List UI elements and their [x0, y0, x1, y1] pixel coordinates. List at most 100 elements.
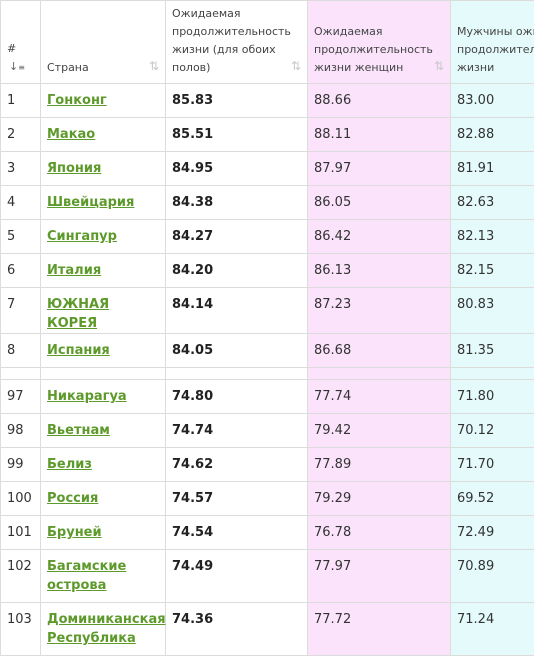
- female-value: 77.74: [308, 380, 451, 414]
- row-number: 4: [1, 186, 41, 220]
- header-female-label: Ожидаемая продолжительность жизни женщин: [314, 25, 433, 74]
- female-value: 77.72: [308, 603, 451, 656]
- country-link[interactable]: Гонконг: [47, 93, 107, 108]
- both-value: 74.54: [166, 516, 308, 550]
- country-link[interactable]: Япония: [47, 161, 101, 176]
- country-cell: Макао: [41, 118, 166, 152]
- country-link[interactable]: Сингапур: [47, 229, 117, 244]
- sort-numeric-icon[interactable]: ↓≡: [9, 60, 25, 73]
- header-both[interactable]: Ожидаемая продолжительность жизни (для о…: [166, 1, 308, 84]
- male-value: 82.15: [451, 254, 534, 288]
- both-value: 84.95: [166, 152, 308, 186]
- country-link[interactable]: ЮЖНАЯ КОРЕЯ: [47, 297, 109, 331]
- header-both-label: Ожидаемая продолжительность жизни (для о…: [172, 7, 291, 74]
- female-value: 87.97: [308, 152, 451, 186]
- country-cell: Сингапур: [41, 220, 166, 254]
- header-num-label: #: [7, 42, 16, 55]
- country-link[interactable]: Италия: [47, 263, 101, 278]
- country-link[interactable]: Испания: [47, 343, 110, 358]
- header-male[interactable]: Мужчины ожидаемая продолжительность жизн…: [451, 1, 534, 84]
- row-number: 102: [1, 550, 41, 603]
- female-value: 86.68: [308, 334, 451, 368]
- country-cell: Доминиканская Республика: [41, 603, 166, 656]
- row-number: 5: [1, 220, 41, 254]
- female-value: 86.42: [308, 220, 451, 254]
- table-header-row: # ↓≡ Страна ⇅ Ожидаемая продолжительност…: [1, 1, 534, 84]
- row-number: 6: [1, 254, 41, 288]
- gap-cell: [308, 368, 451, 380]
- female-value: 77.97: [308, 550, 451, 603]
- male-value: 82.63: [451, 186, 534, 220]
- header-country[interactable]: Страна ⇅: [41, 1, 166, 84]
- male-value: 81.91: [451, 152, 534, 186]
- country-link[interactable]: Вьетнам: [47, 423, 110, 438]
- both-value: 74.62: [166, 448, 308, 482]
- country-cell: Япония: [41, 152, 166, 186]
- row-number: 101: [1, 516, 41, 550]
- header-country-label: Страна: [47, 61, 89, 74]
- sort-icon[interactable]: ⇅: [149, 57, 159, 75]
- row-number: 2: [1, 118, 41, 152]
- country-cell: Гонконг: [41, 84, 166, 118]
- country-link[interactable]: Доминиканская Республика: [47, 612, 166, 646]
- country-cell: ЮЖНАЯ КОРЕЯ: [41, 288, 166, 334]
- country-cell: Швейцария: [41, 186, 166, 220]
- country-link[interactable]: Швейцария: [47, 195, 134, 210]
- header-male-label: Мужчины ожидаемая продолжительность жизн…: [457, 23, 534, 77]
- row-number: 99: [1, 448, 41, 482]
- row-number: 7: [1, 288, 41, 334]
- both-value: 74.74: [166, 414, 308, 448]
- country-cell: Россия: [41, 482, 166, 516]
- both-value: 74.80: [166, 380, 308, 414]
- male-value: 83.00: [451, 84, 534, 118]
- both-value: 84.38: [166, 186, 308, 220]
- male-value: 70.89: [451, 550, 534, 603]
- male-value: 82.13: [451, 220, 534, 254]
- both-value: 84.27: [166, 220, 308, 254]
- country-link[interactable]: Бруней: [47, 525, 102, 540]
- both-value: 74.49: [166, 550, 308, 603]
- row-number: 8: [1, 334, 41, 368]
- sort-icon[interactable]: ⇅: [291, 57, 301, 75]
- row-number: 98: [1, 414, 41, 448]
- country-link[interactable]: Никарагуа: [47, 389, 127, 404]
- male-value: 69.52: [451, 482, 534, 516]
- gap-cell: [166, 368, 308, 380]
- both-value: 85.83: [166, 84, 308, 118]
- both-value: 84.14: [166, 288, 308, 334]
- country-link[interactable]: Россия: [47, 491, 98, 506]
- male-value: 71.70: [451, 448, 534, 482]
- male-value: 80.83: [451, 288, 534, 334]
- both-value: 74.36: [166, 603, 308, 656]
- sort-icon[interactable]: ⇅: [434, 57, 444, 75]
- male-value: 81.35: [451, 334, 534, 368]
- country-link[interactable]: Багамские острова: [47, 559, 126, 593]
- male-value: 71.80: [451, 380, 534, 414]
- country-cell: Белиз: [41, 448, 166, 482]
- table-gap-row: [1, 368, 534, 380]
- both-value: 84.05: [166, 334, 308, 368]
- female-value: 86.05: [308, 186, 451, 220]
- header-female[interactable]: Ожидаемая продолжительность жизни женщин…: [308, 1, 451, 84]
- country-cell: Италия: [41, 254, 166, 288]
- country-link[interactable]: Белиз: [47, 457, 92, 472]
- country-cell: Никарагуа: [41, 380, 166, 414]
- country-link[interactable]: Макао: [47, 127, 95, 142]
- country-cell: Багамские острова: [41, 550, 166, 603]
- gap-cell: [41, 368, 166, 380]
- gap-cell: [451, 368, 534, 380]
- header-num[interactable]: # ↓≡: [1, 1, 41, 84]
- row-number: 103: [1, 603, 41, 656]
